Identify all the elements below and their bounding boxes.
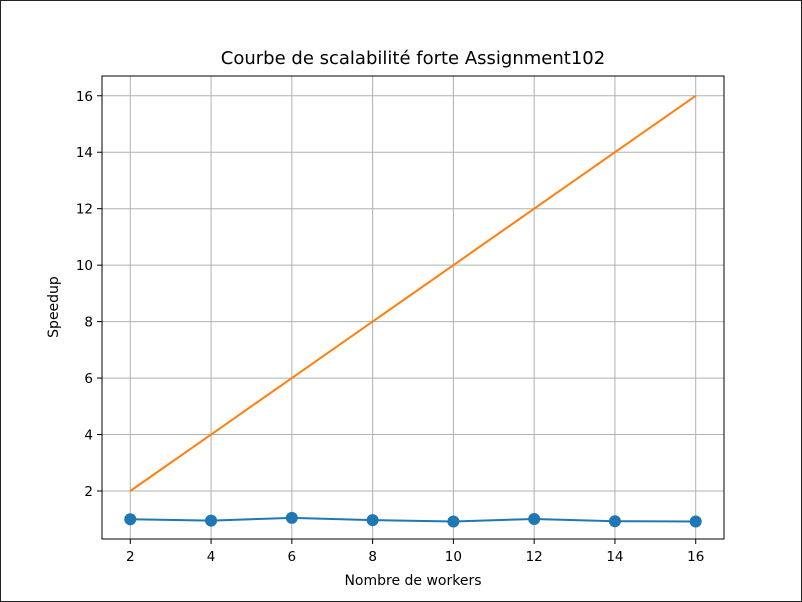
series-1-point [689, 515, 702, 528]
ticks-layer: 2 4 6 8 10 12 14 16 2 4 6 8 10 12 14 16 [76, 89, 705, 565]
y-tick-label: 14 [76, 145, 93, 161]
y-tick-label: 6 [84, 371, 93, 387]
y-tick-label: 2 [84, 484, 93, 500]
x-tick-label: 8 [368, 549, 377, 565]
series-1-point [124, 513, 137, 526]
chart-title: Courbe de scalabilité forte Assignment10… [221, 48, 605, 69]
x-tick-label: 10 [445, 549, 462, 565]
series-1-point [528, 512, 541, 525]
grid-layer [102, 76, 724, 539]
y-tick-label: 8 [84, 315, 93, 331]
series-1-line [130, 516, 696, 523]
x-tick-label: 16 [687, 549, 704, 565]
series-1-point [366, 514, 379, 527]
series-1-point [447, 515, 460, 528]
y-tick-label: 4 [84, 428, 93, 444]
x-tick-label: 2 [126, 549, 135, 565]
series-layer [124, 94, 702, 528]
x-tick-label: 12 [526, 549, 543, 565]
series-2-line [129, 94, 697, 492]
x-tick-label: 4 [207, 549, 216, 565]
y-tick-label: 16 [76, 89, 93, 105]
y-tick-label: 10 [76, 258, 93, 274]
x-tick-label: 6 [288, 549, 297, 565]
series-1-point [205, 514, 218, 527]
y-tick-label: 12 [76, 202, 93, 218]
x-axis-label: Nombre de workers [344, 573, 481, 589]
series-1-point [285, 511, 298, 524]
series-1-point [608, 515, 621, 528]
y-axis-label: Speedup [46, 276, 62, 338]
x-tick-label: 14 [606, 549, 623, 565]
plot-area-border [101, 75, 725, 540]
